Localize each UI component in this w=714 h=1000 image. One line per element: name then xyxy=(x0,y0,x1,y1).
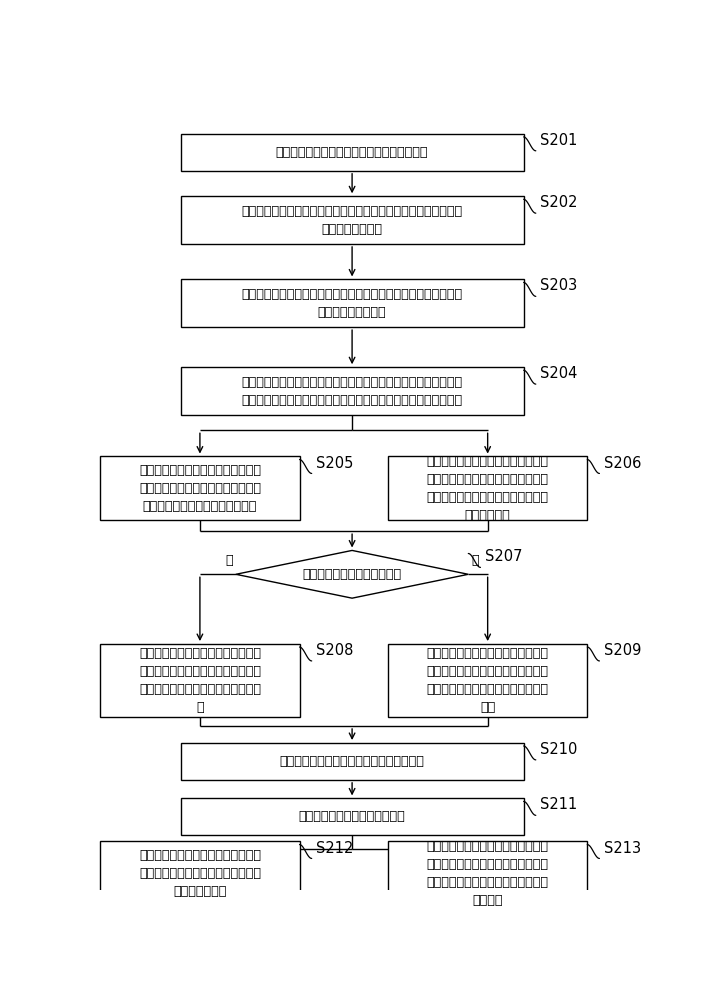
Text: 否: 否 xyxy=(226,554,233,567)
FancyBboxPatch shape xyxy=(181,134,523,171)
FancyBboxPatch shape xyxy=(100,456,300,520)
Text: 显示吸附后形成的组合立体元素: 显示吸附后形成的组合立体元素 xyxy=(298,810,406,823)
Text: 根据所述移动向量、所述点坐标信息
及各所述可视线点投影信息，确定所
述选定线段对应的候选吸附点集合: 根据所述移动向量、所述点坐标信息 及各所述可视线点投影信息，确定所 述选定线段对… xyxy=(139,464,261,513)
Text: 接收第一状态调整操作，控制调整所
述组合立体元素，并显示状态调整后
的组合立体元素: 接收第一状态调整操作，控制调整所 述组合立体元素，并显示状态调整后 的组合立体元… xyxy=(139,849,261,898)
FancyBboxPatch shape xyxy=(181,279,523,327)
Text: 提取所述线点信息中的点坐标信息和线标示信息，并基于各所述立
体元素的线点投影信息，获得各所述立体元素的可视线点投影信息: 提取所述线点信息中的点坐标信息和线标示信息，并基于各所述立 体元素的线点投影信息… xyxy=(241,376,463,407)
Text: S209: S209 xyxy=(604,643,641,658)
Text: S213: S213 xyxy=(604,841,641,856)
FancyBboxPatch shape xyxy=(100,644,300,717)
Text: S205: S205 xyxy=(316,456,353,471)
Text: S208: S208 xyxy=(316,643,353,658)
FancyBboxPatch shape xyxy=(181,798,523,835)
Text: S211: S211 xyxy=(540,797,578,812)
Text: 确定显示于画布中各立体元素的线点投影信息: 确定显示于画布中各立体元素的线点投影信息 xyxy=(276,146,428,159)
Text: S212: S212 xyxy=(316,841,353,856)
Text: 响应于接收到作用于所述选定线段上的移动操作，确定所述待吸附
线段对应的移动向量: 响应于接收到作用于所述选定线段上的移动操作，确定所述待吸附 线段对应的移动向量 xyxy=(241,288,463,319)
Text: 是: 是 xyxy=(471,554,478,567)
Text: S206: S206 xyxy=(604,456,641,471)
Text: S201: S201 xyxy=(540,133,578,148)
Text: 控制所述选定线段吸附至所述目标立体元素: 控制所述选定线段吸附至所述目标立体元素 xyxy=(280,755,425,768)
FancyBboxPatch shape xyxy=(181,367,523,415)
Text: S204: S204 xyxy=(540,366,578,381)
Text: S210: S210 xyxy=(540,742,578,757)
FancyBboxPatch shape xyxy=(100,841,300,905)
Text: 根据所述移动向量、所述线标示信息
及各所述可视线点投影信息中的线投
影标示，确定所述选定线段对应的候
选吸附线集合: 根据所述移动向量、所述线标示信息 及各所述可视线点投影信息中的线投 影标示，确定… xyxy=(427,455,548,522)
FancyBboxPatch shape xyxy=(181,196,523,244)
Text: 从所述候选吸附点集合中确定所述选
定线段的目标吸附点，并将包含所述
目标吸附点的立体元素作为目标立体
元素: 从所述候选吸附点集合中确定所述选 定线段的目标吸附点，并将包含所述 目标吸附点的… xyxy=(427,647,548,714)
Text: 确定候选吸附线集合是否为空: 确定候选吸附线集合是否为空 xyxy=(303,568,402,581)
FancyBboxPatch shape xyxy=(388,841,588,905)
Text: 响应于接收到作用在所述画布中任一线段元素的选定操作，获得选
定线段的线点信息: 响应于接收到作用在所述画布中任一线段元素的选定操作，获得选 定线段的线点信息 xyxy=(241,205,463,236)
FancyBboxPatch shape xyxy=(181,743,523,780)
Text: S207: S207 xyxy=(485,549,523,564)
Text: S203: S203 xyxy=(540,278,578,293)
Polygon shape xyxy=(236,550,468,598)
FancyBboxPatch shape xyxy=(388,644,588,717)
Text: 从所述候选吸附线集合中确定所述选
定线段的目标吸附线，将包含所述目
标吸附线的立体元素作为目标立体元
素: 从所述候选吸附线集合中确定所述选 定线段的目标吸附线，将包含所述目 标吸附线的立… xyxy=(139,647,261,714)
FancyBboxPatch shape xyxy=(388,456,588,520)
Text: S202: S202 xyxy=(540,195,578,210)
Text: 接收第二状态调整操作，控制调整所
述选定线段，分别显示所述组合立体
元素中的选定线段和目标立体元素的
当前状态: 接收第二状态调整操作，控制调整所 述选定线段，分别显示所述组合立体 元素中的选定… xyxy=(427,840,548,907)
